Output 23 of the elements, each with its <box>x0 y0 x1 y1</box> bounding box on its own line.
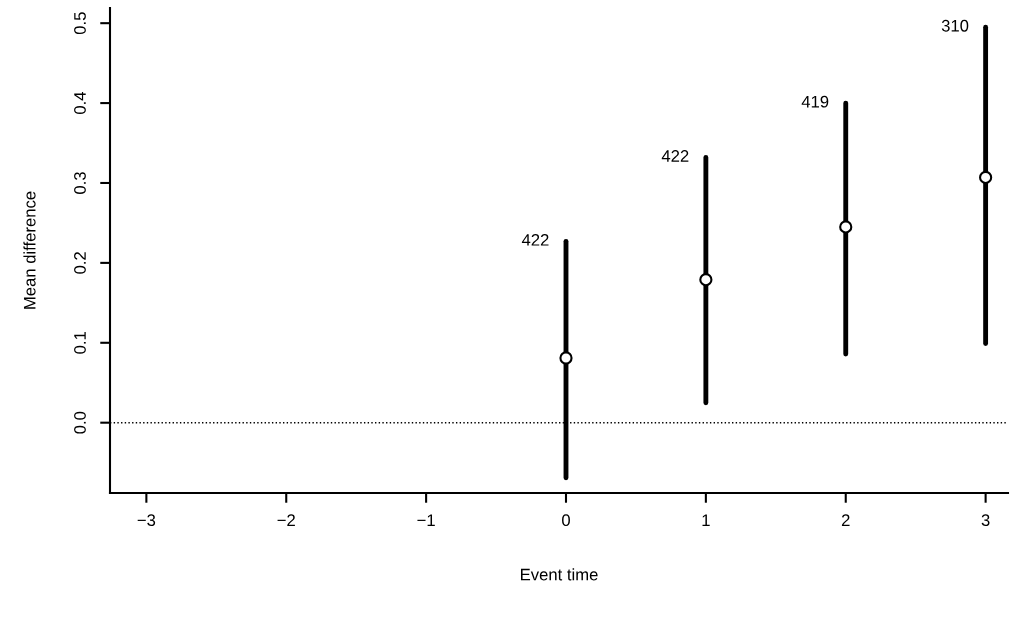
y-tick-label: 0.0 <box>74 411 86 434</box>
x-axis-title: Event time <box>521 568 598 581</box>
point <box>559 351 573 365</box>
point <box>699 273 713 287</box>
y-tick-label: 0.4 <box>74 91 86 115</box>
y-tick-label: 0.2 <box>74 252 86 274</box>
point <box>839 220 853 234</box>
x-tick-label: −1 <box>417 514 435 526</box>
point <box>979 170 993 184</box>
x-tick-label: 3 <box>981 514 990 527</box>
x-tick-label: −2 <box>277 514 295 526</box>
x-tick-label: 1 <box>702 514 710 526</box>
x-tick-label: −3 <box>137 514 156 527</box>
annotation: 422 <box>661 150 689 162</box>
y-tick-label: 0.5 <box>74 12 86 35</box>
y-axis-title: Mean difference <box>23 191 36 309</box>
annotation: 419 <box>801 95 829 108</box>
y-tick-label: 0.3 <box>74 172 86 194</box>
x-tick-label: 2 <box>841 514 850 526</box>
annotation: 310 <box>941 19 969 32</box>
annotation: 422 <box>521 233 549 246</box>
x-tick-label: 0 <box>562 514 570 527</box>
y-tick-label: 0.1 <box>74 332 86 354</box>
